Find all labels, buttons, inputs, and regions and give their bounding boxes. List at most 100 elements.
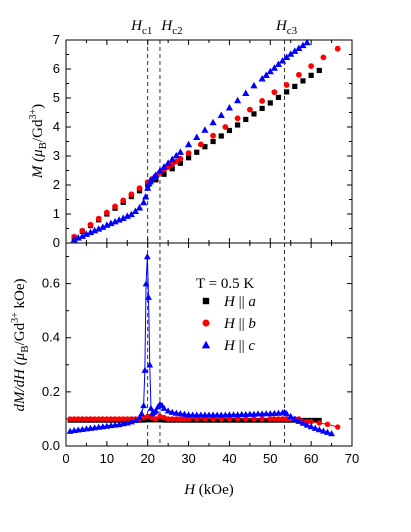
top-data-point [86, 228, 95, 236]
top-data-point [274, 60, 283, 67]
bottom-data-point [271, 416, 278, 422]
bottom-y-axis-label: dM/dH (μB/Gd3+ kOe) [10, 278, 31, 411]
top-data-point [278, 56, 287, 64]
top-data-point [176, 148, 184, 155]
top-data-point [316, 67, 322, 74]
top-data-point [283, 82, 290, 88]
bottom-data-point [267, 416, 273, 422]
bottom-data-point [153, 416, 159, 422]
legend-marker [202, 297, 210, 305]
bottom-data-point [143, 253, 151, 260]
bottom-data-point [239, 417, 245, 423]
x-tick-label: 10 [100, 451, 114, 466]
critical-field-label: Hc1 [130, 18, 152, 37]
bottom-data-point [67, 416, 73, 422]
bottom-data-point [320, 427, 327, 434]
x-tick-label: 40 [222, 451, 236, 466]
bottom-data-point [87, 416, 94, 422]
top-y-tick-label: 0 [53, 235, 60, 250]
bottom-data-point [141, 417, 147, 423]
bottom-data-point [112, 416, 118, 422]
bottom-data-point [157, 413, 163, 419]
top-data-point [271, 89, 278, 96]
top-data-point [173, 158, 180, 165]
top-data-point [197, 141, 204, 148]
top-data-point [91, 226, 99, 234]
legend-label: H || b [223, 316, 256, 332]
top-data-point [140, 198, 148, 206]
bottom-data-point [234, 416, 241, 422]
top-data-point [128, 191, 135, 198]
x-tick-label: 50 [263, 451, 277, 466]
top-data-point [184, 140, 193, 148]
bottom-data-point [311, 424, 319, 431]
bottom-data-point [145, 293, 152, 300]
bottom-axis-ticks: 0 10 20 30 40 50 60 700.00.20.40.6 [42, 40, 359, 466]
top-data-point [74, 234, 82, 241]
top-data-point [185, 150, 192, 157]
top-data-point [164, 159, 172, 166]
top-data-point [160, 163, 168, 170]
bottom-data-point [275, 416, 282, 422]
top-data-point [262, 71, 270, 78]
top-data-point [185, 155, 192, 161]
x-tick-label: 70 [345, 451, 359, 466]
bottom-data-point [161, 414, 167, 421]
top-data-point [210, 132, 216, 139]
top-axis-ticks: 0 1 2 3 4 5 6 7 [53, 32, 353, 250]
legend-marker [202, 319, 210, 327]
top-data-point [161, 171, 167, 177]
top-data-point [131, 207, 140, 214]
top-data-point [107, 219, 115, 227]
top-data-point [234, 96, 242, 104]
top-data-point [235, 122, 241, 128]
bottom-data-point [164, 407, 172, 414]
bottom-data-point [157, 417, 163, 423]
top-data-point [152, 171, 160, 178]
top-data-point [70, 235, 78, 243]
top-data-point [119, 214, 127, 221]
bottom-y-tick-label: 0.0 [42, 438, 60, 453]
x-axis-label: H (kOe) [183, 482, 234, 498]
bottom-data-point [161, 417, 167, 423]
top-y-tick-label: 2 [53, 177, 60, 192]
bottom-data-point [316, 417, 322, 423]
temperature-annotation: T = 0.5 K [196, 276, 254, 292]
bottom-data-point [75, 416, 81, 422]
bottom-data-point [324, 428, 331, 435]
top-data-point [287, 50, 295, 57]
bottom-data-point [160, 404, 168, 411]
x-tick-label: 60 [304, 451, 318, 466]
top-data-point [136, 185, 143, 192]
bottom-data-point [263, 417, 269, 423]
bottom-data-point [335, 424, 341, 430]
top-y-tick-label: 4 [53, 119, 60, 134]
bottom-data-point [287, 412, 295, 419]
bottom-data-point [132, 416, 139, 424]
top-data-point [87, 221, 94, 228]
bottom-data-point [279, 416, 286, 422]
bottom-data-point [169, 416, 175, 422]
top-series-group [70, 38, 311, 243]
top-data-point [308, 72, 314, 78]
top-data-point [267, 100, 273, 106]
top-data-point [266, 67, 274, 75]
bottom-y-tick-label: 0.6 [42, 276, 60, 291]
bottom-data-point [315, 426, 323, 433]
legend-label: H || a [223, 294, 256, 310]
top-data-point [217, 111, 225, 118]
bottom-data-point [140, 402, 148, 409]
bottom-data-point [100, 416, 106, 422]
bottom-data-point [328, 430, 335, 437]
top-data-point [99, 223, 107, 230]
top-data-point [193, 133, 201, 141]
x-tick-label: 20 [140, 451, 154, 466]
bottom-y-tick-label: 0.4 [42, 330, 60, 345]
legend-label: H || c [223, 338, 255, 354]
top-data-point [210, 138, 216, 145]
top-y-tick-label: 5 [53, 90, 60, 105]
bottom-data-point [173, 416, 180, 422]
top-data-point [222, 124, 229, 130]
bottom-data-point [316, 420, 323, 426]
